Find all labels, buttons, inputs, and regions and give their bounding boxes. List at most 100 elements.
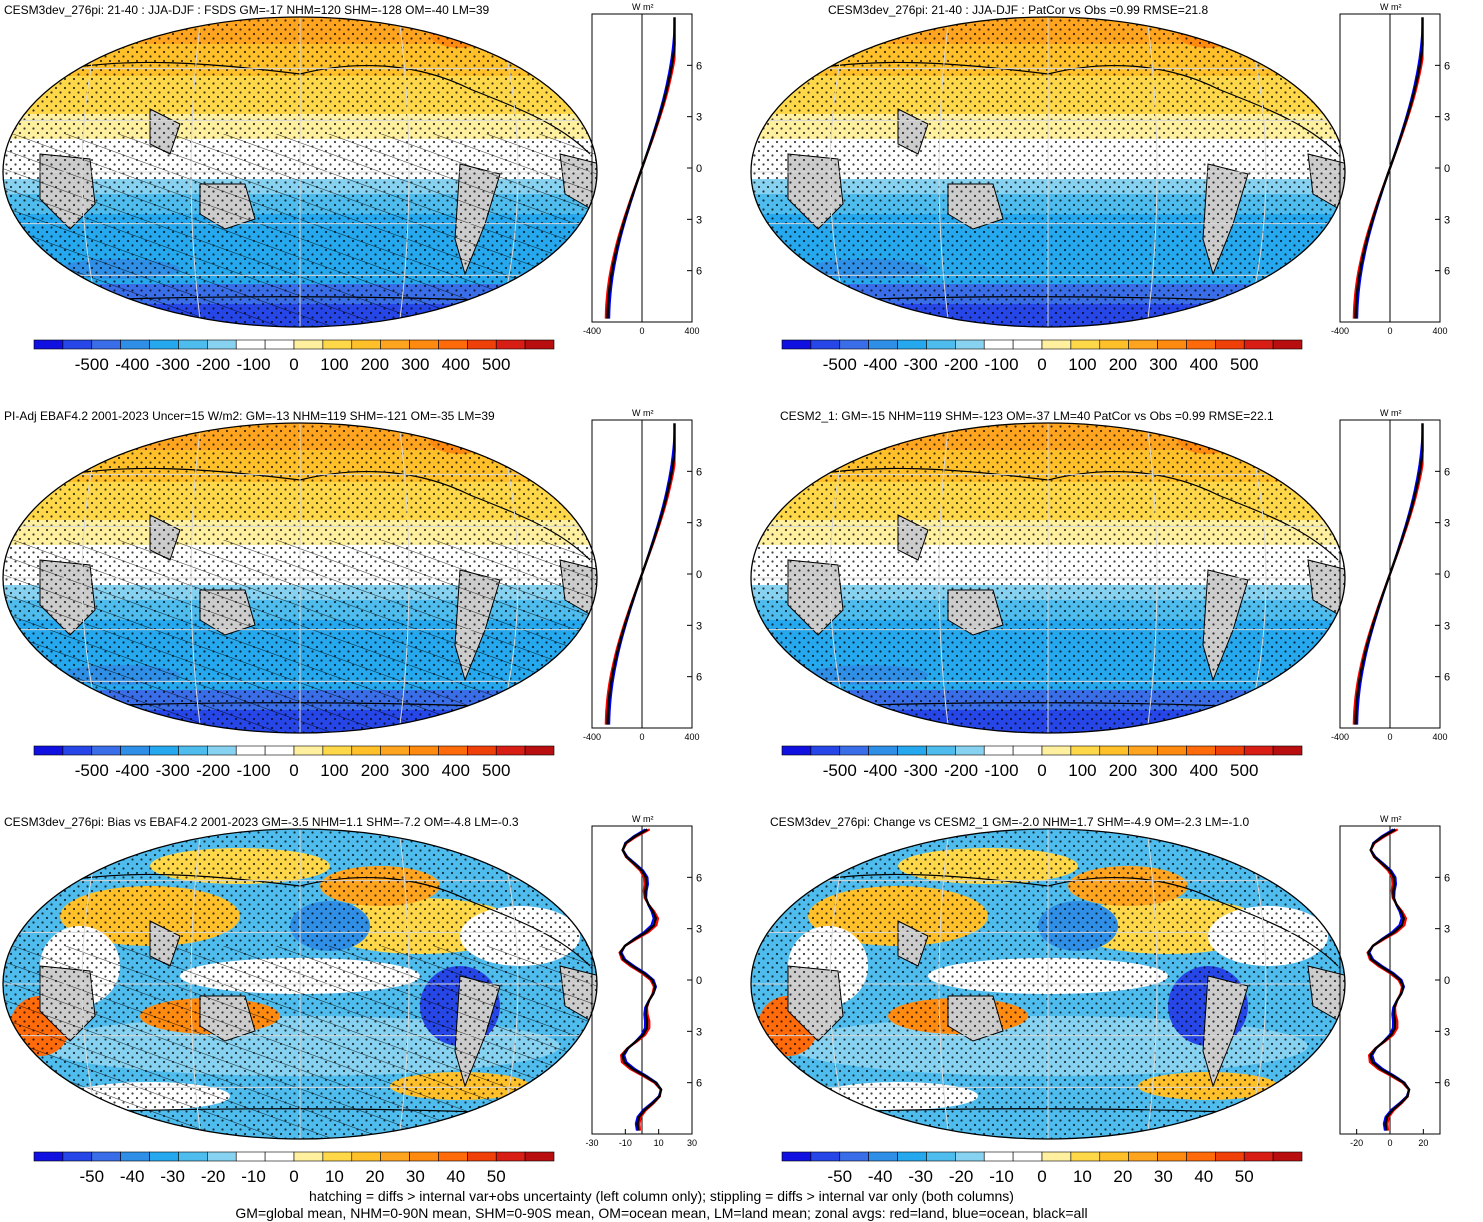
x-tick-label: 0 (639, 326, 644, 336)
panel-title: CESM3dev_276pi: 21-40 : JJA-DJF : FSDS G… (4, 3, 490, 17)
x-tick-label: 0 (639, 732, 644, 742)
colorbar-tick-label: 30 (1154, 1167, 1173, 1186)
zonal-unit-label: W m² (1380, 408, 1402, 418)
colorbar-tick-label: -30 (908, 1167, 933, 1186)
colorbar-tick-label: -200 (944, 761, 978, 780)
colorbar: -500 -400 -300 -200 -100 0 100 200 300 400 500 (33, 745, 555, 780)
colorbar-tick-label: 30 (406, 1167, 425, 1186)
colorbar-tick-label: 0 (1037, 1167, 1046, 1186)
lat-tick-label: 30S (1444, 1026, 1450, 1038)
colorbar-tick-label: -300 (904, 355, 938, 374)
lat-tick-label: 60N (1444, 872, 1450, 884)
colorbar-tick-label: 100 (320, 761, 348, 780)
footnote-1: hatching = diffs > internal var+obs unce… (309, 1188, 1014, 1204)
colorbar-tick-label: -200 (944, 355, 978, 374)
colorbar-tick-label: -100 (985, 355, 1019, 374)
x-tick-label: 0 (1387, 732, 1392, 742)
colorbar-tick-label: 0 (289, 355, 298, 374)
world-map (2, 828, 598, 1140)
zonal-series-all (619, 828, 663, 1131)
x-tick-label: 400 (1432, 732, 1447, 742)
lat-tick-label: 30N (696, 924, 702, 936)
colorbar-tick-label: -400 (863, 761, 897, 780)
zonal-mean-plot: W m² 60N 30N 0 30S 60S -400 0 400 (583, 408, 702, 742)
colorbar-tick-label: 100 (1068, 761, 1096, 780)
panel-p2: CESM3dev_276pi: 21-40 : JJA-DJF : PatCor… (748, 0, 1483, 385)
zonal-series-all (1367, 828, 1411, 1131)
panel-p3: PI-Adj EBAF4.2 2001-2023 Uncer=15 W/m2: … (0, 406, 740, 791)
colorbar-tick-label: -40 (120, 1167, 145, 1186)
lat-tick-label: 30N (696, 112, 702, 124)
colorbar-tick-label: -500 (823, 761, 857, 780)
x-tick-label: -400 (583, 326, 601, 336)
colorbar-tick-label: 300 (401, 761, 429, 780)
colorbar-tick-label: 0 (289, 761, 298, 780)
colorbar-tick-label: 400 (1190, 355, 1218, 374)
x-tick-label: 400 (684, 732, 699, 742)
colorbar-tick-label: 300 (1149, 355, 1177, 374)
lat-tick-label: 0 (696, 163, 702, 175)
colorbar-tick-label: 100 (320, 355, 348, 374)
zonal-series-all (1354, 423, 1424, 725)
colorbar-tick-label: 0 (1037, 761, 1046, 780)
world-map (2, 422, 598, 734)
colorbar-tick-label: 10 (1073, 1167, 1092, 1186)
colorbar: -500 -400 -300 -200 -100 0 100 200 300 400 500 (33, 339, 555, 374)
colorbar-tick-label: -40 (868, 1167, 893, 1186)
colorbar: -50 -40 -30 -20 -10 0 10 20 30 40 50 (781, 1151, 1303, 1186)
colorbar-tick-label: 400 (442, 355, 470, 374)
colorbar-tick-label: 500 (1230, 761, 1258, 780)
colorbar-tick-label: 200 (1109, 761, 1137, 780)
zonal-mean-plot: W m² 60N 30N 0 30S 60S -400 0 400 (1331, 408, 1450, 742)
x-tick-label: -20 (1350, 1138, 1363, 1148)
lat-tick-label: 60N (1444, 466, 1450, 478)
world-map (750, 422, 1346, 734)
colorbar-tick-label: -400 (115, 761, 149, 780)
lat-tick-label: 60S (1444, 672, 1450, 684)
zonal-series-all (606, 17, 676, 319)
colorbar-tick-label: 50 (487, 1167, 506, 1186)
zonal-series-all (606, 423, 676, 725)
zonal-series-land (604, 17, 676, 319)
zonal-unit-label: W m² (1380, 2, 1402, 12)
lat-tick-label: 30S (1444, 620, 1450, 632)
world-map (2, 16, 598, 328)
x-tick-label: 20 (1418, 1138, 1428, 1148)
panel-p4: CESM2_1: GM=-15 NHM=119 SHM=-123 OM=-37 … (748, 406, 1483, 791)
zonal-mean-plot: W m² 60N 30N 0 30S 60S -20 0 20 (1339, 814, 1450, 1148)
panel-title: CESM2_1: GM=-15 NHM=119 SHM=-123 OM=-37 … (780, 409, 1274, 423)
colorbar-tick-label: 200 (1109, 355, 1137, 374)
colorbar: -50 -40 -30 -20 -10 0 10 20 30 40 50 (33, 1151, 555, 1186)
colorbar-tick-label: -30 (160, 1167, 185, 1186)
footnote-2: GM=global mean, NHM=0-90N mean, SHM=0-90… (235, 1205, 1088, 1221)
lat-tick-label: 60S (1444, 1078, 1450, 1090)
panel-title: CESM3dev_276pi: 21-40 : JJA-DJF : PatCor… (828, 3, 1209, 17)
x-tick-label: -30 (585, 1138, 598, 1148)
zonal-series-all (1354, 17, 1424, 319)
lat-tick-label: 30N (1444, 112, 1450, 124)
colorbar-tick-label: -500 (823, 355, 857, 374)
lat-tick-label: 30N (1444, 518, 1450, 530)
zonal-series-land (604, 423, 676, 725)
colorbar-tick-label: -500 (75, 761, 109, 780)
panel-title: CESM3dev_276pi: Bias vs EBAF4.2 2001-202… (4, 815, 519, 829)
colorbar-tick-label: 20 (365, 1167, 384, 1186)
colorbar-tick-label: 10 (325, 1167, 344, 1186)
colorbar-tick-label: -400 (863, 355, 897, 374)
zonal-unit-label: W m² (632, 814, 654, 824)
colorbar-tick-label: 300 (1149, 761, 1177, 780)
x-tick-label: 0 (1387, 1138, 1392, 1148)
zonal-mean-plot: W m² 60N 30N 0 30S 60S -30 -10 10 30 (585, 814, 702, 1148)
colorbar-tick-label: 500 (1230, 355, 1258, 374)
colorbar: -500 -400 -300 -200 -100 0 100 200 300 400 500 (781, 745, 1303, 780)
colorbar-tick-label: -100 (237, 355, 271, 374)
x-tick-label: -400 (1331, 732, 1349, 742)
zonal-unit-label: W m² (1380, 814, 1402, 824)
colorbar: -500 -400 -300 -200 -100 0 100 200 300 400 500 (781, 339, 1303, 374)
lat-tick-label: 0 (1444, 163, 1450, 175)
colorbar-tick-label: -400 (115, 355, 149, 374)
lat-tick-label: 30S (696, 1026, 702, 1038)
colorbar-tick-label: 20 (1113, 1167, 1132, 1186)
panel-title: PI-Adj EBAF4.2 2001-2023 Uncer=15 W/m2: … (4, 409, 495, 423)
colorbar-tick-label: -300 (156, 761, 190, 780)
